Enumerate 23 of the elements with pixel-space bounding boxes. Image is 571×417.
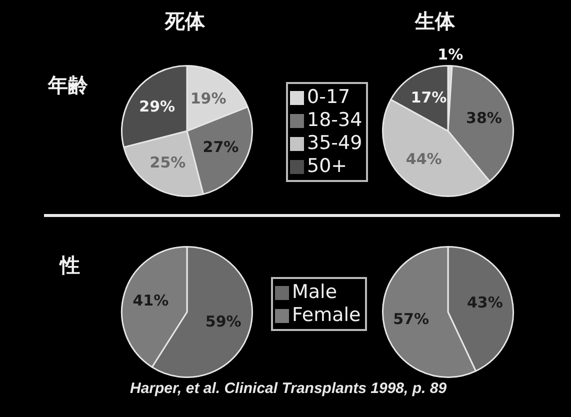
legend-label: 35-49	[306, 132, 362, 155]
text: 性	[60, 252, 80, 279]
data-label: 59%	[205, 312, 242, 330]
legend-label: Female	[291, 304, 361, 327]
legend-label: Male	[291, 281, 338, 304]
chart-title: 生体	[415, 8, 455, 35]
text: Harper, et al. Clinical Transplants 1998, p. 89	[130, 380, 447, 397]
data-label: 1%	[438, 46, 464, 64]
legend-label: 18-34	[306, 109, 362, 132]
data-label: 38%	[466, 109, 502, 128]
data-label: 29%	[139, 98, 176, 116]
data-label: 17%	[410, 88, 447, 106]
data-label: 57%	[393, 310, 430, 328]
chart-title: 死体	[165, 8, 205, 35]
data-label: 41%	[132, 291, 169, 310]
text: 年齢	[48, 72, 88, 99]
legend-label: 0-17	[306, 86, 352, 109]
data-label: 27%	[202, 138, 239, 156]
data-label: 43%	[466, 294, 503, 312]
data-label: 25%	[150, 153, 186, 172]
legend-label: 50+	[306, 155, 348, 178]
data-label: 19%	[190, 90, 226, 108]
data-label: 44%	[406, 150, 442, 168]
